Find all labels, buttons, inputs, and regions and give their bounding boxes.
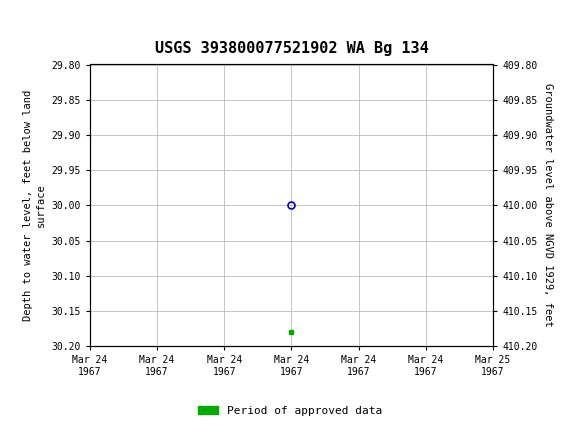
Y-axis label: Depth to water level, feet below land
surface: Depth to water level, feet below land su… xyxy=(23,90,46,321)
Legend: Period of approved data: Period of approved data xyxy=(194,401,386,420)
Text: ≋USGS: ≋USGS xyxy=(10,12,65,31)
Title: USGS 393800077521902 WA Bg 134: USGS 393800077521902 WA Bg 134 xyxy=(155,41,428,56)
Y-axis label: Groundwater level above NGVD 1929, feet: Groundwater level above NGVD 1929, feet xyxy=(543,83,553,327)
